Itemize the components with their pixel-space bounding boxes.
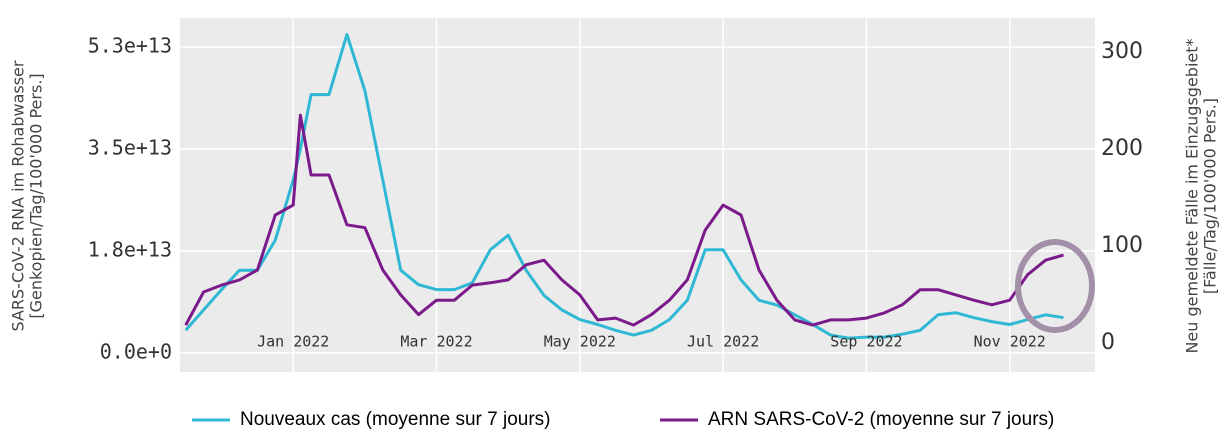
x-tick-label: Mar 2022 bbox=[400, 333, 472, 351]
x-tick-label: Nov 2022 bbox=[974, 333, 1046, 351]
plot-background bbox=[180, 18, 1095, 372]
legend-label: ARN SARS-CoV-2 (moyenne sur 7 jours) bbox=[708, 409, 1054, 430]
x-tick-label: May 2022 bbox=[544, 333, 616, 351]
x-tick-label: Sep 2022 bbox=[830, 333, 902, 351]
labels: Jan 2022 Mar 2022 May 2022 Jul 2022 Sep 2022… bbox=[9, 33, 1220, 430]
grid bbox=[180, 18, 1095, 372]
x-tick-label: Jan 2022 bbox=[257, 333, 329, 351]
lines bbox=[184, 33, 1064, 340]
y2-tick-label: 0 bbox=[1101, 330, 1115, 355]
y2-axis-label: [Fälle/Tag/100'000 Pers.] bbox=[1201, 98, 1220, 294]
y-tick-label: 3.5e+13 bbox=[88, 135, 172, 159]
y2-axis-label: Neu gemeldete Fälle im Einzugsgebiet* bbox=[1183, 38, 1202, 353]
series-line bbox=[184, 33, 1064, 340]
series-line bbox=[184, 113, 1064, 327]
y-tick-label: 1.8e+13 bbox=[88, 237, 172, 261]
y2-tick-label: 200 bbox=[1101, 136, 1143, 161]
y-axis-label: [Genkopien/Tag/100'000 Pers.] bbox=[27, 73, 46, 318]
legend-label: Nouveaux cas (moyenne sur 7 jours) bbox=[240, 409, 550, 430]
highlight-circle bbox=[1015, 239, 1095, 333]
y-tick-label: 0.0e+0 bbox=[100, 339, 172, 363]
y-tick-label: 5.3e+13 bbox=[88, 33, 172, 57]
y2-tick-label: 100 bbox=[1101, 233, 1143, 258]
y2-tick-label: 300 bbox=[1101, 39, 1143, 64]
y-axis-label: SARS-CoV-2 RNA im Rohabwasser bbox=[9, 60, 28, 331]
x-tick-label: Jul 2022 bbox=[687, 333, 759, 351]
